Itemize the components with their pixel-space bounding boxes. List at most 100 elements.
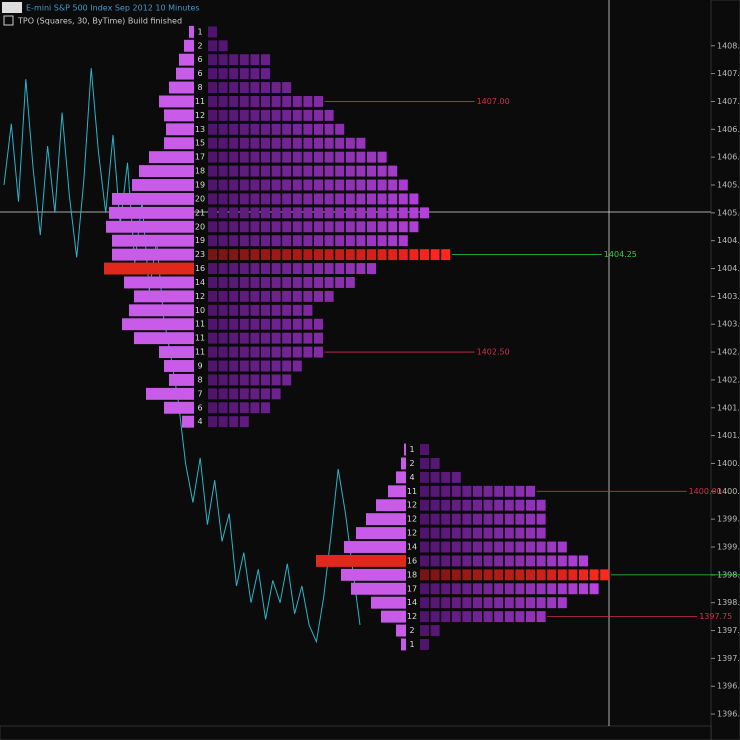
tpo-square <box>208 374 217 386</box>
tpo-square <box>420 207 429 219</box>
tpo-square <box>208 137 217 149</box>
tpo-square <box>345 179 355 191</box>
tpo-square <box>208 207 217 219</box>
level-label: 1404.25 <box>604 250 637 259</box>
tpo-square <box>271 290 281 302</box>
tpo-square <box>441 513 451 525</box>
volume-bar <box>376 499 406 512</box>
tpo-square <box>239 96 249 107</box>
tpo-count: 16 <box>407 556 417 565</box>
tpo-square <box>314 207 323 219</box>
tpo-square <box>261 402 270 414</box>
close-button[interactable] <box>3 15 14 26</box>
tpo-square <box>451 611 461 623</box>
tpo-square <box>441 527 451 539</box>
tpo-square <box>335 151 345 163</box>
tpo-square <box>250 193 260 205</box>
tpo-row <box>208 346 323 358</box>
tpo-square <box>229 165 239 177</box>
tpo-square <box>292 96 302 107</box>
tpo-count: 12 <box>195 111 205 120</box>
tpo-square <box>229 318 239 330</box>
symbol-button[interactable] <box>2 2 22 13</box>
tpo-square <box>367 235 376 247</box>
tpo-square <box>229 96 239 107</box>
tpo-square <box>441 541 451 553</box>
tpo-count: 17 <box>407 584 417 593</box>
tpo-square <box>420 444 429 455</box>
tpo-square <box>239 249 249 261</box>
tpo-square <box>218 304 228 316</box>
tpo-square <box>536 499 546 511</box>
tpo-square <box>356 235 366 247</box>
y-tick-label: 1403.50 <box>717 292 740 301</box>
tpo-square <box>250 290 260 302</box>
tpo-square <box>303 179 313 191</box>
tpo-square <box>536 583 546 595</box>
tpo-square <box>208 290 217 302</box>
tpo-square <box>335 277 345 288</box>
tpo-square <box>335 193 345 205</box>
tpo-square <box>303 123 313 135</box>
tpo-square <box>271 151 281 163</box>
tpo-square <box>356 151 366 163</box>
tpo-square <box>515 555 525 567</box>
tpo-square <box>600 569 610 581</box>
tpo-square <box>208 109 217 121</box>
tpo-square <box>208 193 217 205</box>
y-tick-label: 1397.50 <box>717 626 740 635</box>
tpo-row <box>208 221 419 233</box>
tpo-square <box>430 513 440 525</box>
tpo-square <box>515 597 525 609</box>
tpo-square <box>261 165 270 177</box>
tpo-square <box>526 611 535 623</box>
tpo-count: 4 <box>197 417 202 426</box>
tpo-square <box>208 332 217 344</box>
tpo-square <box>441 249 451 261</box>
tpo-square <box>208 26 217 38</box>
volume-bar <box>164 109 194 122</box>
tpo-square <box>239 277 249 288</box>
tpo-square <box>483 513 493 525</box>
tpo-square <box>515 611 525 623</box>
tpo-square <box>451 527 461 539</box>
tpo-square <box>441 569 451 581</box>
tpo-square <box>526 485 535 497</box>
tpo-square <box>473 555 482 567</box>
tpo-square <box>398 235 408 247</box>
volume-bar <box>146 387 194 400</box>
tpo-square <box>271 123 281 135</box>
tpo-square <box>473 611 482 623</box>
tpo-row <box>420 555 588 567</box>
tpo-square <box>314 346 323 358</box>
tpo-square <box>504 569 514 581</box>
tpo-row <box>208 360 302 372</box>
tpo-square <box>557 541 567 553</box>
tpo-square <box>218 165 228 177</box>
tpo-square <box>483 583 493 595</box>
tpo-square <box>239 123 249 135</box>
tpo-square <box>218 416 228 428</box>
tpo-square <box>515 499 525 511</box>
tpo-count: 19 <box>195 236 205 245</box>
y-tick-label: 1400.50 <box>717 459 740 468</box>
tpo-count: 11 <box>407 487 417 496</box>
tpo-square <box>494 569 504 581</box>
tpo-square <box>208 388 217 400</box>
y-tick-label: 1398.00 <box>717 598 740 607</box>
tpo-square <box>324 263 334 274</box>
tpo-square <box>377 249 387 261</box>
tpo-square <box>324 277 334 288</box>
tpo-square <box>526 527 535 539</box>
tpo-square <box>282 332 292 344</box>
tpo-square <box>314 332 323 344</box>
tpo-square <box>441 499 451 511</box>
tpo-row <box>208 26 217 38</box>
tpo-square <box>430 569 440 581</box>
tpo-square <box>208 96 217 107</box>
tpo-count: 9 <box>197 362 202 371</box>
tpo-square <box>229 249 239 261</box>
tpo-square <box>282 277 292 288</box>
tpo-square <box>441 471 451 483</box>
tpo-square <box>547 597 557 609</box>
